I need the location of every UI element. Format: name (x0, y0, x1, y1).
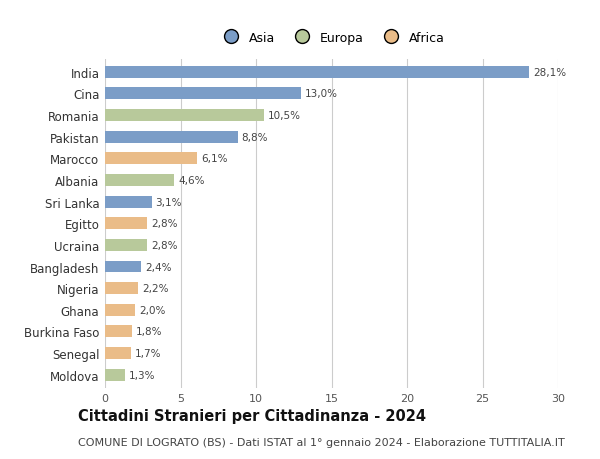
Text: 1,8%: 1,8% (136, 327, 163, 337)
Text: 1,3%: 1,3% (128, 370, 155, 380)
Text: 2,8%: 2,8% (151, 219, 178, 229)
Text: 1,7%: 1,7% (134, 348, 161, 358)
Bar (105, 153, 197, 165)
Text: 4,6%: 4,6% (178, 176, 205, 185)
Text: 8,8%: 8,8% (242, 132, 268, 142)
Bar (105, 347, 131, 359)
Bar (105, 326, 132, 338)
Bar (105, 369, 125, 381)
Bar (105, 218, 147, 230)
Text: 2,8%: 2,8% (151, 241, 178, 250)
Text: 28,1%: 28,1% (533, 67, 566, 78)
Text: 3,1%: 3,1% (155, 197, 182, 207)
Bar (105, 88, 301, 100)
Text: 2,4%: 2,4% (145, 262, 172, 272)
Text: 2,2%: 2,2% (142, 284, 169, 293)
Bar (105, 67, 529, 78)
Text: COMUNE DI LOGRATO (BS) - Dati ISTAT al 1° gennaio 2024 - Elaborazione TUTTITALIA: COMUNE DI LOGRATO (BS) - Dati ISTAT al 1… (78, 437, 565, 447)
Text: 6,1%: 6,1% (201, 154, 227, 164)
Bar (105, 261, 141, 273)
Legend: Asia, Europa, Africa: Asia, Europa, Africa (214, 27, 449, 50)
Bar (105, 240, 147, 251)
Text: 2,0%: 2,0% (139, 305, 166, 315)
Bar (105, 304, 135, 316)
Bar (105, 110, 263, 122)
Bar (105, 283, 138, 295)
Text: 13,0%: 13,0% (305, 89, 338, 99)
Bar (105, 196, 152, 208)
Text: 10,5%: 10,5% (268, 111, 301, 121)
Bar (105, 174, 175, 186)
Bar (105, 131, 238, 143)
Text: Cittadini Stranieri per Cittadinanza - 2024: Cittadini Stranieri per Cittadinanza - 2… (78, 408, 426, 423)
